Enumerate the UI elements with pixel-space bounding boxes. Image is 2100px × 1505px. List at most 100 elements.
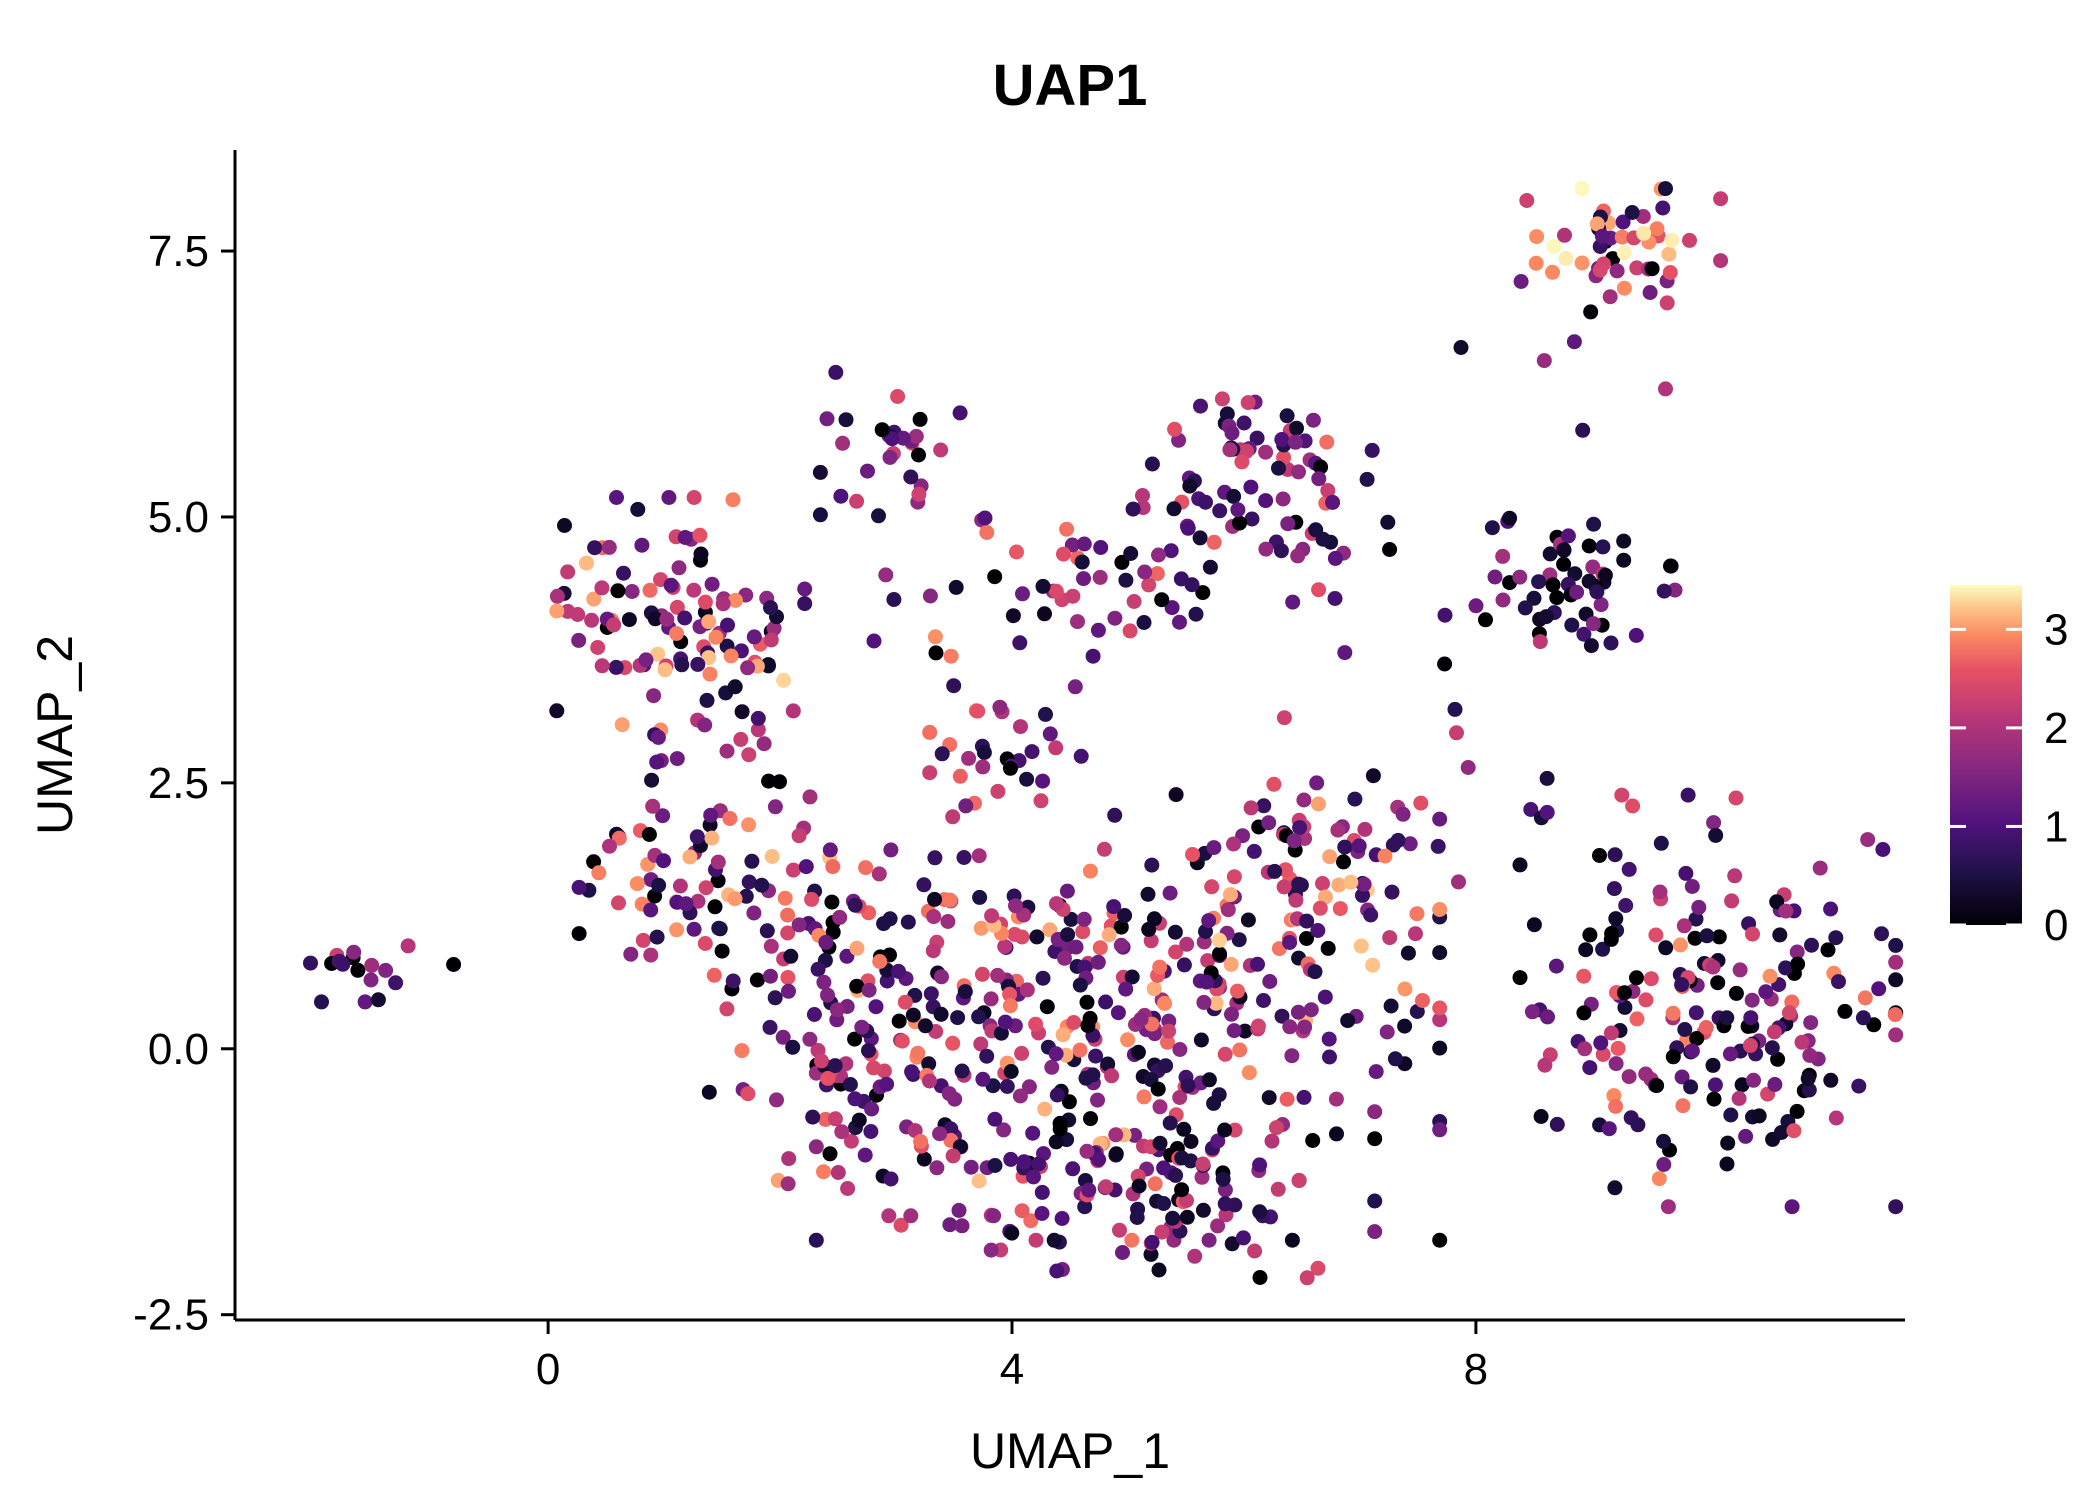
data-point — [1691, 899, 1707, 915]
data-point — [690, 893, 706, 909]
data-point — [1451, 874, 1466, 890]
data-point — [928, 645, 944, 661]
data-point — [1073, 748, 1089, 764]
data-point — [1583, 304, 1599, 320]
data-point — [1395, 806, 1411, 822]
data-point — [822, 842, 838, 858]
data-point — [849, 493, 865, 509]
data-point — [1557, 227, 1572, 243]
data-point — [1581, 573, 1597, 589]
data-point — [1162, 885, 1178, 901]
data-point — [1772, 927, 1788, 943]
data-point — [1173, 571, 1189, 587]
data-point — [1096, 841, 1112, 857]
data-point — [1723, 1107, 1739, 1123]
data-point — [1247, 1243, 1263, 1259]
data-point — [1689, 1031, 1705, 1046]
data-point — [1249, 430, 1265, 446]
data-point — [911, 486, 927, 502]
data-point — [722, 811, 738, 826]
data-point — [1738, 1128, 1754, 1144]
data-point — [1665, 1005, 1681, 1021]
data-point — [1597, 567, 1613, 583]
data-point — [983, 991, 999, 1007]
data-point — [897, 994, 913, 1010]
data-point — [884, 431, 900, 447]
data-point — [1667, 582, 1683, 598]
data-point — [1432, 1000, 1448, 1016]
data-point — [1662, 265, 1678, 280]
data-point — [1079, 994, 1095, 1010]
data-point — [767, 990, 783, 1006]
data-point — [638, 652, 654, 668]
data-point — [1409, 906, 1425, 922]
data-point — [1107, 610, 1123, 626]
data-point — [1049, 1263, 1065, 1279]
data-point — [1183, 1134, 1199, 1149]
data-point — [1252, 1204, 1268, 1220]
data-point — [1118, 981, 1134, 997]
data-point — [744, 853, 760, 869]
data-point — [1478, 612, 1493, 628]
data-point — [1310, 923, 1326, 938]
data-point — [1359, 471, 1375, 487]
data-point — [762, 1019, 778, 1035]
data-point — [927, 891, 942, 907]
data-point — [1125, 501, 1141, 517]
data-point — [1028, 1232, 1044, 1248]
data-point — [847, 1091, 863, 1107]
data-point — [1617, 999, 1633, 1015]
data-point — [1548, 958, 1564, 974]
data-point — [1291, 464, 1306, 480]
data-point — [1108, 1146, 1124, 1162]
data-point — [1603, 1025, 1619, 1041]
data-point — [715, 596, 731, 612]
data-point — [961, 750, 977, 766]
data-point — [783, 948, 799, 964]
data-point — [1317, 989, 1333, 1005]
data-point — [1307, 964, 1323, 980]
data-point — [629, 876, 645, 892]
data-point — [1764, 1040, 1780, 1056]
data-point — [1380, 514, 1396, 530]
data-point — [1072, 1042, 1088, 1058]
data-point — [1092, 940, 1108, 956]
data-point — [1048, 1046, 1064, 1062]
data-point — [1172, 1042, 1188, 1057]
data-point — [1447, 701, 1463, 717]
data-point — [649, 929, 665, 945]
data-point — [943, 1121, 959, 1137]
data-point — [1617, 985, 1632, 1001]
data-point — [1144, 456, 1160, 472]
data-point — [1179, 936, 1195, 952]
data-point — [1156, 1160, 1172, 1176]
data-point — [1076, 911, 1092, 927]
data-point — [645, 798, 661, 814]
data-point — [754, 877, 770, 893]
data-point — [904, 1064, 920, 1080]
data-point — [1672, 937, 1688, 953]
data-point — [832, 909, 848, 925]
data-point — [945, 1148, 961, 1164]
data-point — [1206, 534, 1222, 550]
data-point — [986, 1208, 1002, 1224]
data-point — [954, 1063, 970, 1079]
data-point — [1133, 1011, 1149, 1027]
data-point — [1034, 1206, 1050, 1221]
data-point — [1083, 1111, 1098, 1127]
data-point — [785, 1039, 801, 1055]
data-point — [1131, 1178, 1147, 1194]
data-point — [357, 994, 373, 1010]
data-point — [1728, 985, 1744, 1001]
data-point — [1025, 1125, 1041, 1141]
data-point — [1126, 594, 1142, 609]
data-point — [1828, 1110, 1844, 1126]
data-point — [1076, 571, 1091, 587]
data-point — [1328, 1091, 1344, 1107]
data-point — [1217, 1196, 1233, 1212]
data-point — [1383, 998, 1399, 1014]
data-point — [943, 648, 959, 664]
data-point — [767, 799, 783, 815]
data-point — [1003, 1151, 1019, 1167]
data-point — [601, 539, 617, 555]
